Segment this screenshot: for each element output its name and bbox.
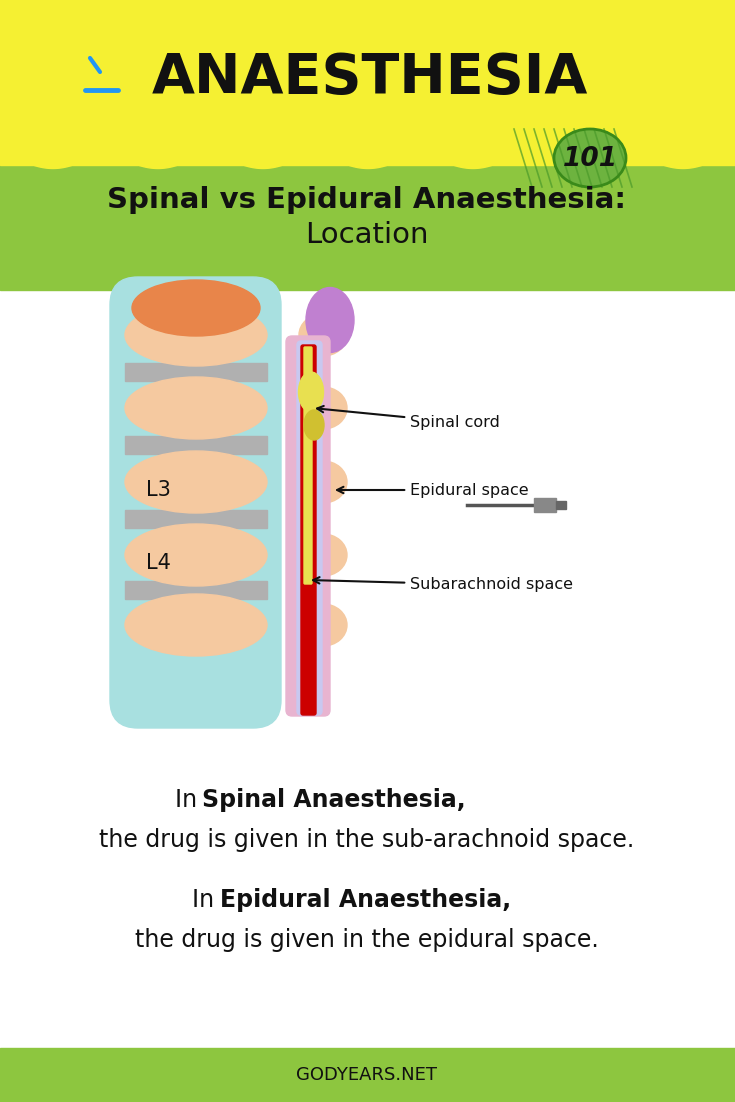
Text: Spinal vs Epidural Anaesthesia:: Spinal vs Epidural Anaesthesia: (107, 186, 626, 214)
Text: the drug is given in the sub-arachnoid space.: the drug is given in the sub-arachnoid s… (99, 828, 634, 852)
Bar (0, 0, 735, 165)
FancyBboxPatch shape (301, 345, 316, 715)
Bar (125, 363, 267, 380)
Ellipse shape (299, 461, 347, 503)
Text: Subarachnoid space: Subarachnoid space (313, 577, 573, 593)
Bar (0, 145, 735, 290)
Text: GODYEARS.NET: GODYEARS.NET (296, 1066, 437, 1084)
Bar (534, 498, 556, 512)
Ellipse shape (299, 604, 347, 646)
Text: Location: Location (305, 222, 429, 249)
Text: L3: L3 (146, 480, 171, 500)
Ellipse shape (132, 280, 260, 336)
Ellipse shape (299, 314, 347, 356)
Text: the drug is given in the epidural space.: the drug is given in the epidural space. (135, 928, 599, 952)
Bar (125, 581, 267, 599)
Text: 101: 101 (562, 145, 617, 172)
Ellipse shape (554, 129, 626, 187)
Bar (0, 1048, 735, 1102)
Text: Epidural space: Epidural space (337, 483, 528, 497)
FancyBboxPatch shape (286, 336, 330, 716)
Text: L4: L4 (146, 553, 171, 573)
Text: ANAESTHESIA: ANAESTHESIA (152, 51, 588, 105)
Text: Spinal Anaesthesia,: Spinal Anaesthesia, (202, 788, 466, 812)
Text: Spinal cord: Spinal cord (317, 406, 500, 430)
Text: Epidural Anaesthesia,: Epidural Anaesthesia, (220, 888, 511, 912)
FancyBboxPatch shape (110, 277, 281, 728)
Bar (125, 509, 267, 528)
Ellipse shape (125, 304, 267, 366)
Bar (125, 436, 267, 454)
Text: In: In (192, 888, 222, 912)
Ellipse shape (125, 523, 267, 586)
Ellipse shape (299, 534, 347, 576)
FancyBboxPatch shape (297, 341, 322, 715)
Ellipse shape (299, 387, 347, 429)
Ellipse shape (125, 594, 267, 656)
FancyBboxPatch shape (304, 347, 312, 584)
Ellipse shape (125, 377, 267, 439)
Text: In: In (175, 788, 204, 812)
Bar (556, 501, 566, 509)
Ellipse shape (306, 288, 354, 353)
Ellipse shape (298, 372, 323, 412)
Ellipse shape (125, 451, 267, 514)
Ellipse shape (304, 410, 324, 440)
